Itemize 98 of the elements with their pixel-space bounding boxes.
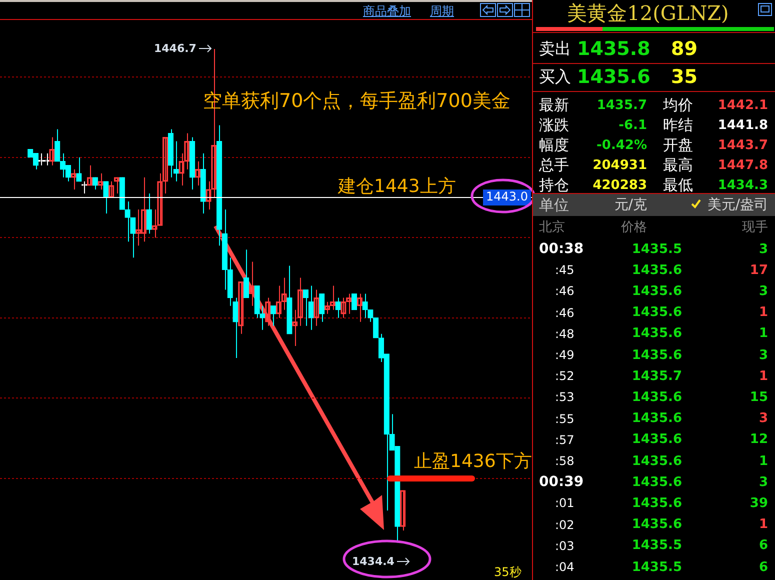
text: 35 bbox=[671, 66, 698, 88]
text: 买入 bbox=[539, 67, 571, 86]
text: 00:38 bbox=[539, 241, 584, 257]
ref-line-label: 1443.0 bbox=[486, 190, 528, 204]
text: 单位 bbox=[539, 196, 569, 214]
candlestick bbox=[308, 285, 314, 330]
text: 价格 bbox=[621, 220, 647, 234]
text: 1447.8 bbox=[718, 158, 768, 172]
text: 1435.6 bbox=[632, 517, 682, 532]
text: 1435.6 bbox=[577, 66, 650, 88]
candlestick bbox=[319, 293, 325, 322]
candlestick bbox=[103, 180, 109, 214]
text: 1435.6 bbox=[632, 348, 682, 362]
text: 1435.6 bbox=[632, 496, 682, 511]
candlestick bbox=[351, 293, 358, 310]
text: 1435.6 bbox=[632, 262, 682, 278]
text: 35秒 bbox=[494, 564, 522, 580]
text: 1 bbox=[758, 368, 768, 384]
text: 1 bbox=[758, 305, 768, 320]
candlestick bbox=[243, 249, 250, 298]
text: 昨结 bbox=[663, 116, 693, 134]
text: 1435.5 bbox=[632, 538, 682, 554]
text: :46 bbox=[555, 306, 574, 320]
text: :01 bbox=[555, 496, 574, 510]
text: 元/克 bbox=[614, 197, 647, 213]
candlestick bbox=[232, 297, 238, 358]
candlestick bbox=[76, 156, 82, 182]
text: :04 bbox=[555, 560, 574, 574]
text: :03 bbox=[555, 538, 574, 553]
text: 12 bbox=[750, 432, 768, 448]
text: 1435.7 bbox=[596, 98, 647, 112]
text: 1 bbox=[758, 517, 768, 532]
text: 3 bbox=[758, 474, 768, 490]
text: -6.1 bbox=[618, 118, 647, 132]
text: 北京 bbox=[539, 220, 565, 234]
text: 商品叠加 bbox=[363, 3, 411, 20]
text: :55 bbox=[555, 412, 574, 426]
text: 1434.4 bbox=[352, 555, 394, 568]
text: 均价 bbox=[663, 96, 693, 114]
text: :46 bbox=[555, 284, 574, 298]
text: 15 bbox=[750, 390, 768, 405]
text: 1435.6 bbox=[632, 454, 682, 468]
text: :49 bbox=[555, 348, 574, 362]
text: :02 bbox=[555, 518, 574, 532]
text: 17 bbox=[750, 262, 768, 278]
text: 204931 bbox=[592, 158, 647, 172]
text: 美黄金12(GLNZ) bbox=[566, 1, 730, 25]
text: 6 bbox=[758, 560, 768, 574]
text: 1443.7 bbox=[718, 138, 768, 152]
text: 1441.8 bbox=[718, 118, 768, 132]
text: 3 bbox=[758, 348, 768, 362]
text: 00:39 bbox=[539, 474, 584, 490]
text: 3 bbox=[758, 411, 768, 426]
text: 1 bbox=[758, 326, 768, 342]
candlestick bbox=[335, 297, 341, 318]
text: 1435.6 bbox=[632, 326, 682, 342]
text: :57 bbox=[555, 432, 574, 447]
text: 涨跌 bbox=[539, 116, 569, 134]
text: 1435.5 bbox=[632, 242, 682, 256]
text: 最新 bbox=[539, 96, 569, 114]
text: 美元/盎司 bbox=[707, 197, 768, 213]
text: 总手 bbox=[539, 156, 569, 174]
text: 1442.1 bbox=[718, 98, 768, 112]
text: :48 bbox=[555, 326, 574, 341]
candlestick bbox=[146, 192, 152, 234]
ref-line-label: 止盈1436下方 bbox=[414, 451, 532, 472]
text: :52 bbox=[555, 369, 574, 384]
text: 1435.6 bbox=[632, 474, 682, 490]
text: 1 bbox=[758, 454, 768, 468]
text: 1435.7 bbox=[632, 368, 682, 384]
text: 420283 bbox=[592, 178, 647, 192]
text: 现手 bbox=[742, 220, 768, 234]
text: 最低 bbox=[663, 176, 693, 194]
text: 1435.8 bbox=[577, 38, 650, 60]
text: -0.42% bbox=[596, 138, 647, 152]
annotation: 1446.7 bbox=[154, 42, 196, 55]
text: 持仓 bbox=[539, 176, 569, 194]
text: 3 bbox=[758, 284, 768, 299]
text: 1435.5 bbox=[632, 560, 682, 574]
text: 1435.6 bbox=[632, 305, 682, 320]
text: 39 bbox=[750, 496, 768, 511]
text: 卖出 bbox=[539, 39, 571, 58]
text: 1434.3 bbox=[718, 178, 768, 192]
text: 1435.6 bbox=[632, 390, 682, 405]
text: 1435.6 bbox=[632, 284, 682, 299]
text: :58 bbox=[555, 454, 574, 468]
text: 89 bbox=[671, 38, 698, 60]
text: 6 bbox=[758, 538, 768, 554]
text: :45 bbox=[555, 263, 574, 278]
text: 开盘 bbox=[663, 136, 693, 154]
annotation: 建仓1443上方 bbox=[338, 175, 456, 198]
text: 幅度 bbox=[539, 136, 569, 154]
text: 周期 bbox=[430, 3, 454, 20]
text: 1435.6 bbox=[632, 432, 682, 448]
text: 3 bbox=[758, 242, 768, 256]
text: :53 bbox=[555, 390, 574, 404]
text: 1435.6 bbox=[632, 411, 682, 426]
text: 最高 bbox=[663, 156, 693, 174]
